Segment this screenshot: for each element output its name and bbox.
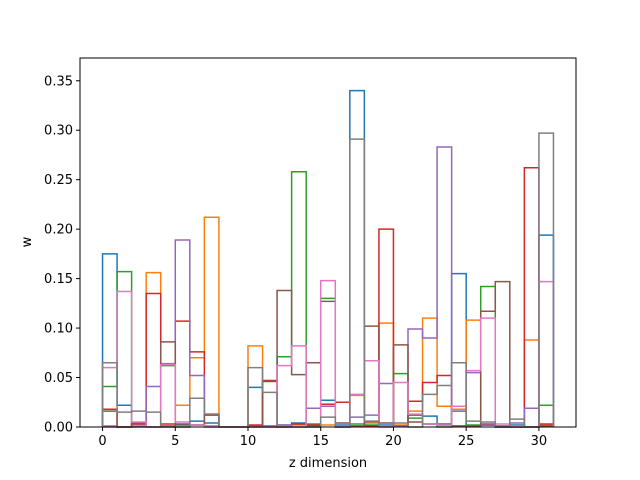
x-tick-label: 10 xyxy=(240,434,257,449)
x-tick-label: 25 xyxy=(458,434,475,449)
y-tick-label: 0.00 xyxy=(44,421,73,436)
x-tick-label: 15 xyxy=(312,434,329,449)
y-tick-label: 0.10 xyxy=(44,322,73,337)
y-tick-label: 0.25 xyxy=(44,173,73,188)
x-axis-label: z dimension xyxy=(289,456,367,471)
y-tick-label: 0.35 xyxy=(44,74,73,89)
y-axis: 0.00 0.05 0.10 0.15 0.20 0.25 0.30 0.35 xyxy=(44,74,80,436)
x-tick-label: 30 xyxy=(531,434,548,449)
y-axis-label: w xyxy=(20,236,35,247)
y-tick-label: 0.20 xyxy=(44,223,73,238)
x-axis: 0 5 10 15 20 25 30 xyxy=(98,427,547,449)
plot-frame xyxy=(79,57,577,428)
y-tick-label: 0.05 xyxy=(44,371,73,386)
y-tick-label: 0.30 xyxy=(44,124,73,139)
x-tick-label: 5 xyxy=(171,434,179,449)
x-tick-label: 20 xyxy=(385,434,402,449)
y-tick-label: 0.15 xyxy=(44,272,73,287)
x-tick-label: 0 xyxy=(98,434,106,449)
